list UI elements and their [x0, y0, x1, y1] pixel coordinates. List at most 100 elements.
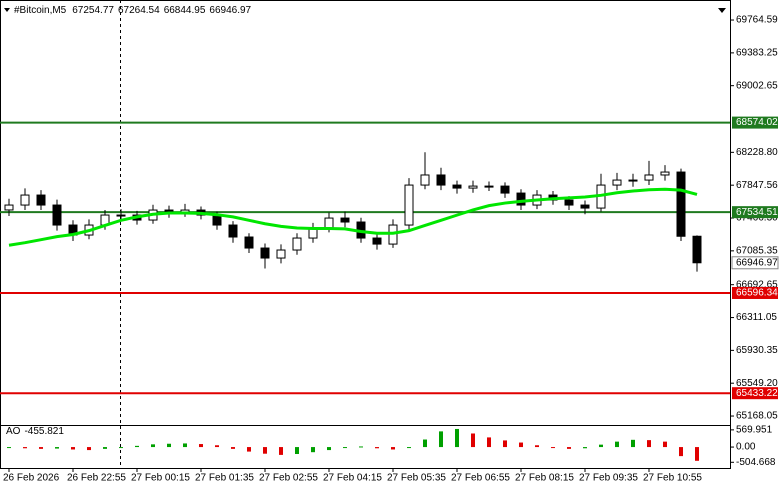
header-close: 66946.97 — [209, 5, 251, 16]
chart-header: #Bitcoin,M5 67254.77 67264.54 66844.95 66946… — [14, 5, 252, 16]
ao-bar — [375, 447, 379, 449]
symbol: #Bitcoin,M5 — [14, 5, 67, 16]
candle-body — [468, 185, 478, 189]
ao-bar — [391, 447, 395, 450]
ao-tick-label: 0.00 — [736, 442, 756, 453]
ao-bar — [103, 447, 107, 449]
ao-bar — [503, 440, 507, 448]
ao-bar — [247, 447, 251, 452]
ao-bar — [599, 444, 603, 448]
y-tick-label: 66311.05 — [736, 312, 777, 323]
candle-body — [36, 194, 46, 206]
candle-body — [436, 174, 446, 186]
ao-bar — [663, 441, 667, 448]
ao-bar — [87, 447, 91, 451]
scroll-arrow — [718, 8, 726, 13]
ao-bar — [695, 447, 699, 461]
candle-body — [500, 185, 510, 194]
header-high: 67264.54 — [118, 5, 160, 16]
candle-body — [292, 237, 302, 251]
y-tick-label: 65930.35 — [736, 345, 778, 356]
ao-bar — [455, 428, 459, 448]
price-label: 66946.97 — [736, 257, 778, 268]
candle-body — [260, 247, 270, 259]
ao-bar — [311, 447, 315, 453]
y-tick-label: 65168.05 — [736, 411, 778, 422]
ao-tick-label: -504.668 — [736, 457, 776, 468]
ao-bar — [7, 447, 11, 449]
ao-tick-label: 569.951 — [736, 425, 773, 436]
ao-bar — [439, 431, 443, 448]
ao-bar — [183, 443, 187, 448]
y-tick-label: 69002.65 — [736, 80, 778, 91]
level-label-box — [732, 286, 778, 299]
candle-body — [276, 249, 286, 259]
ao-bar — [71, 447, 75, 450]
candle-body — [484, 185, 494, 188]
menu-arrow — [4, 8, 10, 12]
candle-body — [20, 194, 30, 206]
y-tick-label: 69764.59 — [736, 15, 778, 26]
ao-bar — [359, 446, 363, 448]
x-tick-label: 27 Feb 04:15 — [323, 473, 382, 484]
candle-body — [516, 192, 526, 206]
y-tick-label: 68228.80 — [736, 147, 778, 158]
ao-bar — [215, 445, 219, 448]
x-tick-label: 27 Feb 01:35 — [195, 473, 254, 484]
candle-body — [324, 217, 334, 229]
ao-bar — [279, 447, 283, 455]
ao-bar — [407, 447, 411, 449]
level-label: 67534.51 — [736, 207, 778, 218]
candle-body — [372, 237, 382, 245]
moving-average — [8, 187, 698, 247]
ao-bar — [231, 447, 235, 449]
ao-bar — [167, 443, 171, 448]
ao-bar — [23, 447, 27, 449]
level-label-box — [732, 387, 778, 400]
candle-body — [116, 214, 126, 217]
candle-body — [4, 204, 14, 211]
level-label: 68574.02 — [736, 117, 778, 128]
candle-body — [644, 174, 654, 181]
x-tick-label: 27 Feb 06:55 — [451, 473, 510, 484]
ao-bar — [679, 447, 683, 457]
ao-bar — [631, 439, 635, 448]
ao-bar — [199, 444, 203, 448]
header-open: 67254.77 — [72, 5, 114, 16]
candle-body — [228, 224, 238, 238]
x-tick-label: 27 Feb 08:15 — [515, 473, 574, 484]
ao-bar — [615, 441, 619, 448]
candle-body — [420, 174, 430, 186]
ao-bar — [551, 447, 555, 449]
ao-bar — [535, 445, 539, 448]
candle-body — [52, 204, 62, 226]
candle-body — [244, 236, 254, 249]
candle-body — [452, 184, 462, 189]
x-tick-label: 26 Feb 22:55 — [67, 473, 126, 484]
candle-body — [580, 204, 590, 209]
level-label-box — [732, 116, 778, 129]
x-tick-label: 26 Feb 2026 — [3, 473, 60, 484]
candle-body — [340, 217, 350, 223]
x-tick-label: 27 Feb 05:35 — [387, 473, 446, 484]
level-label-box — [732, 206, 778, 219]
candle-body — [692, 235, 702, 264]
ao-bar — [647, 440, 651, 448]
y-tick-label: 67847.56 — [736, 180, 778, 191]
candle-body — [628, 179, 638, 182]
ao-header: AO -455.821 — [6, 426, 64, 437]
y-tick-label: 67466.30 — [736, 213, 778, 224]
ao-bar — [119, 447, 123, 449]
ao-bar — [567, 447, 571, 449]
x-tick-label: 27 Feb 02:55 — [259, 473, 318, 484]
ao-bar — [519, 442, 523, 448]
ao-bar — [471, 433, 475, 448]
header-low: 66844.95 — [164, 5, 206, 16]
candle-body — [612, 179, 622, 186]
ao-bar — [39, 447, 43, 449]
ao-bar — [583, 447, 587, 449]
ao-bar — [151, 444, 155, 448]
ao-title: AO — [6, 426, 21, 437]
